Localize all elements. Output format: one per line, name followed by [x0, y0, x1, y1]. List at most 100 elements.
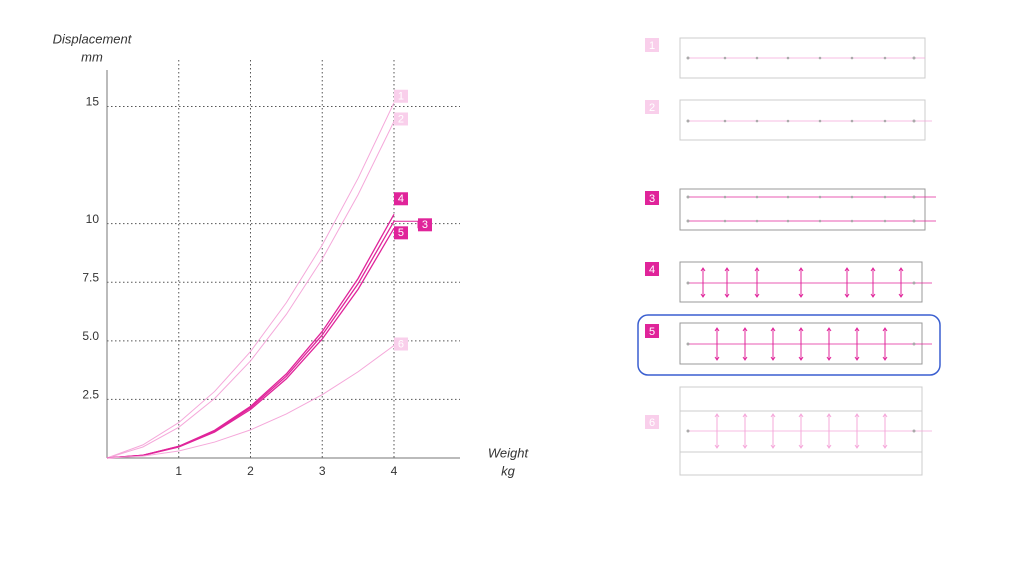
- arrow-head: [870, 293, 876, 298]
- panel-badge: [645, 415, 659, 429]
- anchor-dot: [686, 342, 690, 346]
- node-dot: [755, 56, 759, 60]
- x-axis-title: Weight: [488, 445, 530, 460]
- arrow-head: [854, 444, 860, 449]
- spring-panel[interactable]: 6: [645, 386, 932, 476]
- arrow-head: [826, 413, 832, 418]
- arrow-head: [724, 293, 730, 298]
- anchor-dot: [912, 342, 916, 346]
- series-line: [106, 345, 395, 459]
- anchor-dot: [912, 429, 916, 433]
- x-tick-label: 3: [319, 464, 326, 478]
- arrow-head: [844, 267, 850, 272]
- arrow-head: [714, 327, 720, 332]
- spring-panel[interactable]: 2: [645, 99, 932, 141]
- arrow-head: [724, 267, 730, 272]
- panel-badge: [645, 191, 659, 205]
- arrow-head: [714, 444, 720, 449]
- node-dot: [786, 219, 790, 223]
- node-dot: [883, 56, 887, 60]
- node-dot: [755, 119, 759, 123]
- node-dot: [883, 219, 887, 223]
- panel-badge: [645, 262, 659, 276]
- x-tick-label: 1: [175, 464, 182, 478]
- arrow-head: [898, 267, 904, 272]
- anchor-dot: [912, 119, 916, 123]
- arrow-head: [770, 327, 776, 332]
- node-dot: [755, 219, 759, 223]
- arrow-head: [898, 293, 904, 298]
- series-line: [106, 228, 395, 459]
- series-badge-label: 5: [398, 227, 404, 239]
- arrow-head: [854, 327, 860, 332]
- arrow-head: [754, 293, 760, 298]
- series-badge-label: 1: [398, 91, 404, 103]
- arrow-head: [826, 356, 832, 361]
- x-axis-unit: kg: [501, 463, 516, 478]
- arrow-head: [870, 267, 876, 272]
- anchor-dot: [686, 119, 690, 123]
- node-dot: [818, 119, 822, 123]
- spring-panel[interactable]: 4: [645, 261, 932, 303]
- panel-badge-label: 6: [649, 417, 655, 429]
- series-badge: [393, 226, 408, 240]
- node-dot: [786, 195, 790, 199]
- series-badge-label: 3: [422, 219, 428, 231]
- y-tick-label: 7.5: [82, 270, 99, 284]
- anchor-dot: [686, 429, 690, 433]
- anchor-dot: [912, 56, 916, 60]
- anchor-dot: [686, 56, 690, 60]
- arrow-head: [742, 356, 748, 361]
- series-badge-label: 6: [398, 338, 404, 350]
- arrow-head: [798, 267, 804, 272]
- arrow-head: [844, 293, 850, 298]
- node-dot: [850, 119, 854, 123]
- arrow-head: [826, 444, 832, 449]
- node-dot: [850, 56, 854, 60]
- arrow-head: [742, 444, 748, 449]
- series-badge: [393, 337, 408, 351]
- spring-panel[interactable]: 5: [637, 314, 941, 376]
- arrow-head: [798, 327, 804, 332]
- panel-badge: [645, 38, 659, 52]
- series-badge-label: 4: [398, 193, 404, 205]
- panel-badge-label: 5: [649, 326, 655, 338]
- arrow-head: [826, 327, 832, 332]
- series-line: [106, 102, 395, 459]
- panel-box: [679, 322, 923, 365]
- arrow-head: [882, 356, 888, 361]
- arrow-head: [882, 327, 888, 332]
- spring-panel[interactable]: 1: [645, 37, 926, 79]
- anchor-dot: [686, 281, 690, 285]
- series-badge: [393, 89, 408, 103]
- node-dot: [723, 119, 727, 123]
- anchor-dot: [912, 281, 916, 285]
- arrow-head: [770, 413, 776, 418]
- node-dot: [723, 219, 727, 223]
- arrow-head: [798, 413, 804, 418]
- arrow-head: [754, 267, 760, 272]
- panel-badge-label: 4: [649, 264, 655, 276]
- x-tick-label: 4: [391, 464, 398, 478]
- node-dot: [818, 195, 822, 199]
- panel-badge-label: 3: [649, 193, 655, 205]
- arrow-head: [714, 356, 720, 361]
- arrow-head: [770, 356, 776, 361]
- panel-box: [679, 188, 926, 231]
- arrow-head: [854, 413, 860, 418]
- arrow-head: [798, 356, 804, 361]
- series-line: [106, 121, 395, 459]
- node-dot: [818, 56, 822, 60]
- y-axis-title: Displacement: [53, 31, 133, 46]
- arrow-head: [770, 444, 776, 449]
- node-dot: [755, 195, 759, 199]
- anchor-dot: [912, 219, 916, 223]
- arrow-head: [882, 444, 888, 449]
- arrow-head: [700, 267, 706, 272]
- node-dot: [786, 56, 790, 60]
- node-dot: [883, 119, 887, 123]
- spring-panel[interactable]: 3: [645, 188, 936, 231]
- y-tick-label: 15: [86, 95, 100, 109]
- arrow-head: [798, 293, 804, 298]
